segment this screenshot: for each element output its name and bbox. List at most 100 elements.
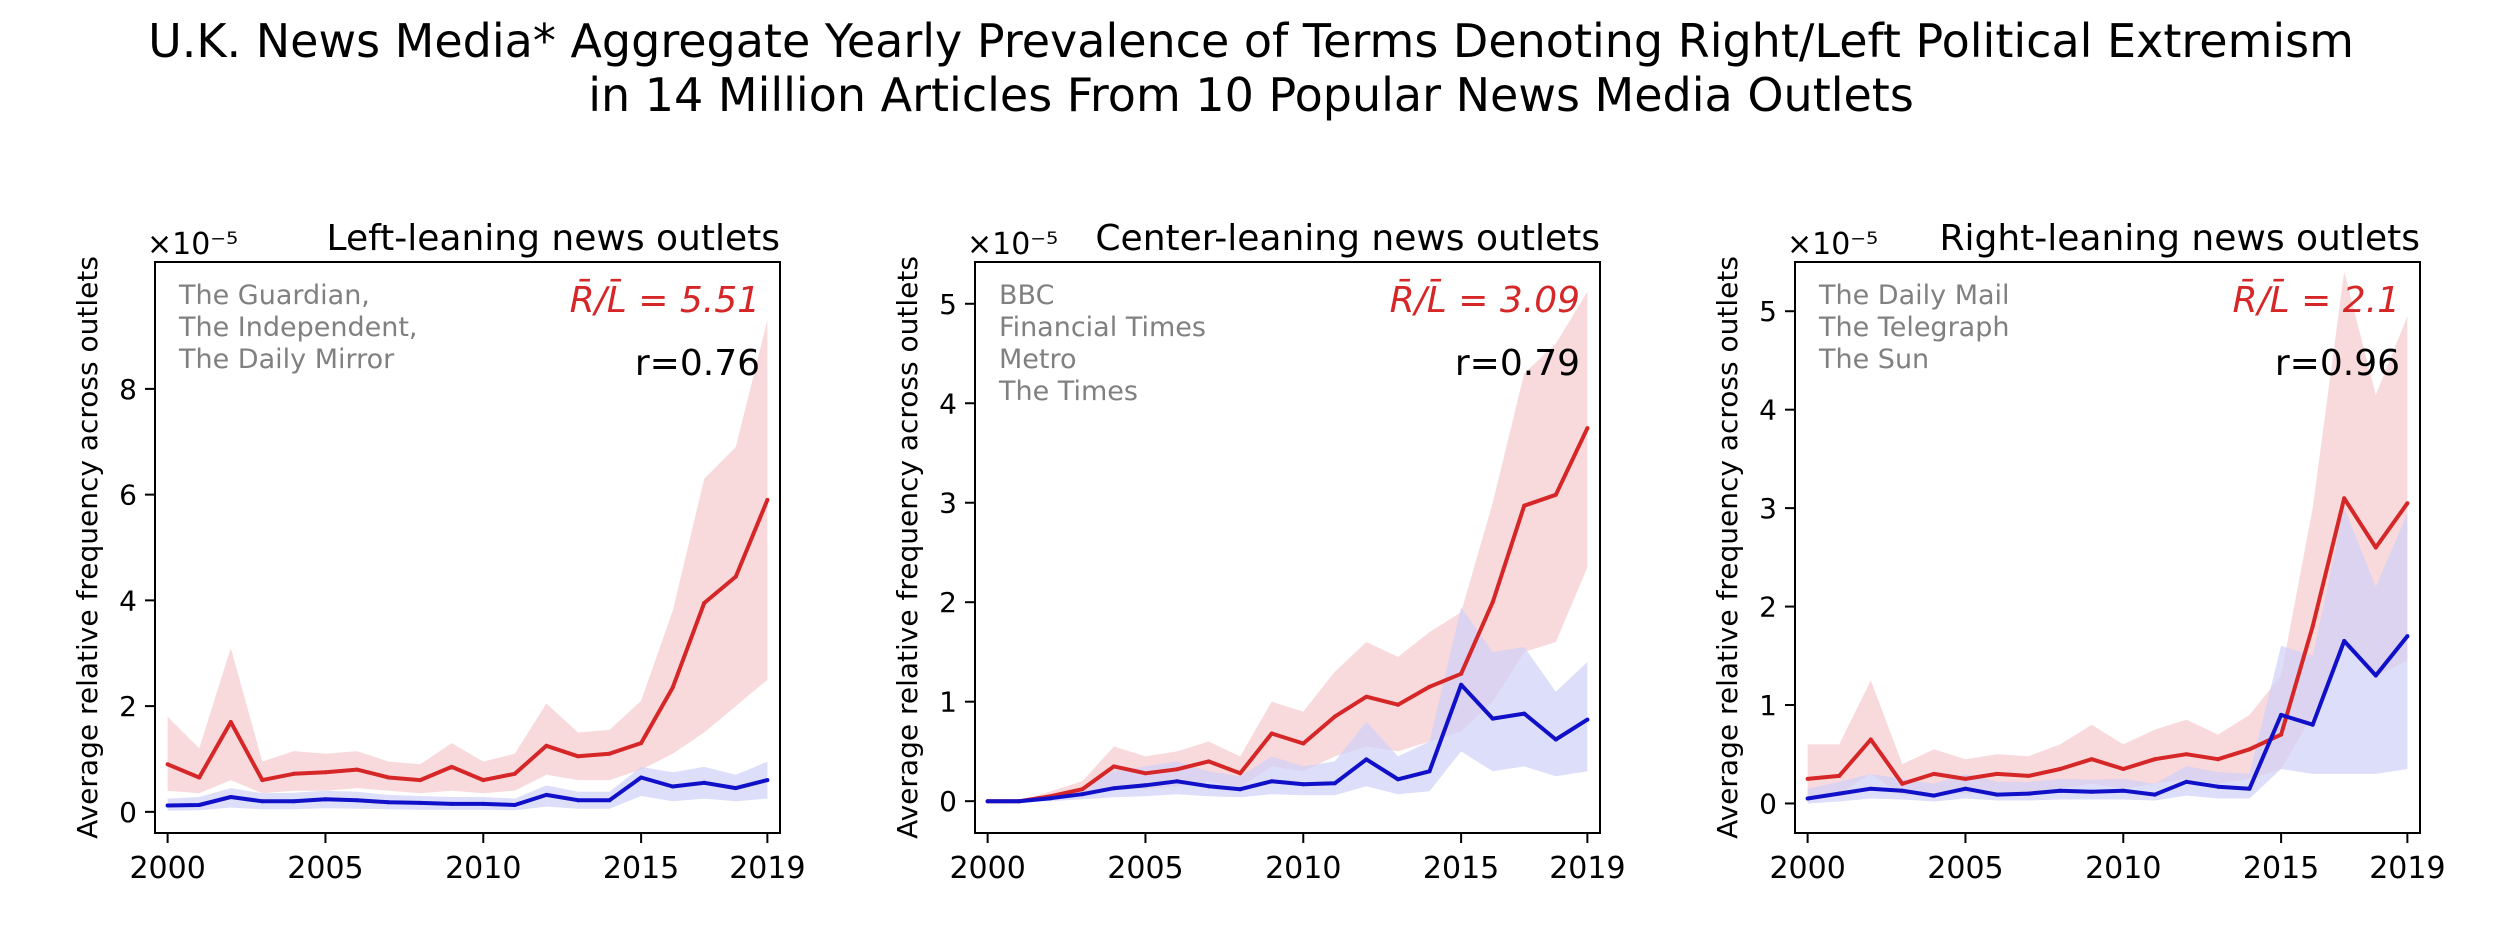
- left-extremism-point: [1175, 779, 1179, 784]
- right-extremism-point: [1837, 773, 1842, 778]
- y-tick-label: 5: [939, 288, 957, 321]
- left-extremism-point: [197, 803, 202, 807]
- left-extremism-point: [228, 795, 233, 799]
- right-extremism-point: [2121, 767, 2126, 771]
- x-tick-label: 2010: [445, 851, 521, 886]
- right-extremism-point: [1301, 741, 1306, 746]
- x-tick-label: 2019: [2369, 851, 2445, 886]
- left-extremism-point: [985, 799, 990, 804]
- right-extremism-point: [1963, 776, 1968, 781]
- left-extremism-point: [1553, 737, 1558, 742]
- left-extremism-line: [1807, 634, 2409, 801]
- outlet-name: The Guardian,: [178, 280, 370, 311]
- correlation-annotation: r=0.96: [2275, 343, 2400, 384]
- right-extremism-point: [765, 497, 770, 502]
- right-extremism-point: [1364, 694, 1369, 699]
- left-extremism-point: [1427, 769, 1432, 774]
- outlet-name: Financial Times: [999, 312, 1206, 343]
- left-extremism-point: [449, 801, 454, 806]
- left-extremism-line: [987, 682, 1589, 804]
- right-extremism-point: [165, 762, 170, 767]
- right-extremism-point: [2058, 767, 2063, 771]
- x-tick-label: 2015: [603, 851, 679, 886]
- left-extremism-point: [2405, 634, 2410, 639]
- left-extremism-line: [167, 775, 768, 808]
- right-extremism-point: [702, 601, 707, 605]
- left-extremism-point: [1963, 786, 1968, 791]
- right-extremism-point: [1111, 764, 1116, 769]
- right-extremism-point: [2216, 757, 2220, 762]
- right-extremism-point: [1553, 492, 1558, 497]
- left-extremism-point: [512, 803, 517, 807]
- left-extremism-point: [544, 792, 549, 797]
- left-extremism-point: [1805, 796, 1810, 801]
- x-tick-label: 2019: [1549, 851, 1625, 886]
- y-tick-label: 4: [1759, 394, 1777, 427]
- left-extremism-confidence-band: [1807, 508, 2408, 804]
- x-tick-label: 2005: [1107, 851, 1183, 886]
- y-axis-label: Average relative frequency across outlet…: [1711, 256, 1744, 839]
- left-extremism-point: [386, 800, 391, 805]
- left-extremism-point: [2058, 788, 2063, 793]
- y-tick-label: 3: [1759, 492, 1777, 525]
- left-extremism-point: [2247, 786, 2252, 791]
- right-extremism-point: [1900, 781, 1905, 786]
- y-scale-label: ×10⁻⁵: [147, 227, 238, 262]
- right-extremism-point: [544, 743, 549, 748]
- plot-frame: [1794, 261, 2421, 834]
- left-extremism-point: [576, 798, 580, 803]
- left-extremism-point: [2342, 639, 2347, 643]
- left-extremism-point: [1490, 716, 1495, 721]
- y-axis-label: Average relative frequency across outlet…: [891, 256, 924, 839]
- left-extremism-point: [2216, 784, 2220, 789]
- right-extremism-point: [1238, 771, 1243, 776]
- right-extremism-point: [1459, 671, 1464, 676]
- right-extremism-point: [2026, 773, 2031, 778]
- left-extremism-point: [670, 784, 675, 789]
- y-tick-label: 4: [119, 584, 137, 617]
- left-extremism-point: [2184, 779, 2189, 784]
- left-extremism-point: [733, 786, 738, 791]
- right-extremism-point: [291, 771, 296, 776]
- x-tick-label: 2010: [1265, 851, 1341, 886]
- right-extremism-point: [1805, 776, 1810, 781]
- right-extremism-point: [733, 574, 738, 579]
- left-extremism-point: [1048, 796, 1053, 801]
- plot-frame: [154, 261, 781, 834]
- ratio-annotation: R̄/L̄ = 5.51: [570, 278, 760, 321]
- left-extremism-point: [291, 799, 296, 804]
- x-tick-label: 2005: [287, 851, 363, 886]
- right-extremism-point: [2152, 757, 2157, 762]
- outlet-name: BBC: [999, 280, 1054, 311]
- left-extremism-point: [1396, 777, 1400, 782]
- left-extremism-point: [2279, 712, 2284, 717]
- left-extremism-point: [765, 778, 770, 783]
- y-scale-label: ×10⁻⁵: [1787, 227, 1878, 262]
- right-extremism-point: [1490, 600, 1495, 605]
- right-extremism-point: [1206, 759, 1211, 764]
- right-extremism-point: [1522, 503, 1527, 508]
- y-tick-label: 0: [1759, 787, 1777, 820]
- left-extremism-point: [1585, 717, 1590, 722]
- outlet-name: Metro: [999, 344, 1077, 375]
- left-extremism-point: [1868, 786, 1873, 791]
- panel-title: Left-leaning news outlets: [327, 218, 780, 259]
- left-extremism-point: [607, 798, 612, 803]
- y-tick-label: 5: [1759, 295, 1777, 328]
- left-extremism-point: [1238, 787, 1243, 792]
- outlet-name: The Daily Mirror: [178, 344, 395, 375]
- right-extremism-point: [512, 771, 517, 776]
- figure-title-line-2: in 14 Million Articles From 10 Popular N…: [588, 68, 1914, 122]
- figure-title-line-1: U.K. News Media* Aggregate Yearly Preval…: [148, 14, 2354, 68]
- right-extremism-point: [1332, 714, 1337, 719]
- left-extremism-point: [418, 800, 423, 805]
- ratio-annotation: R̄/L̄ = 2.1: [2232, 278, 2400, 321]
- left-extremism-point: [1111, 786, 1116, 791]
- left-extremism-point: [2089, 789, 2094, 794]
- right-extremism-confidence-band: [167, 320, 768, 794]
- right-extremism-point: [670, 685, 675, 690]
- y-tick-label: 2: [939, 586, 957, 619]
- panel-1: 2000 2005 2010 2015 2019 0 2 4 6 8 Average relativ…: [71, 218, 806, 886]
- x-tick-label: 2000: [949, 851, 1025, 886]
